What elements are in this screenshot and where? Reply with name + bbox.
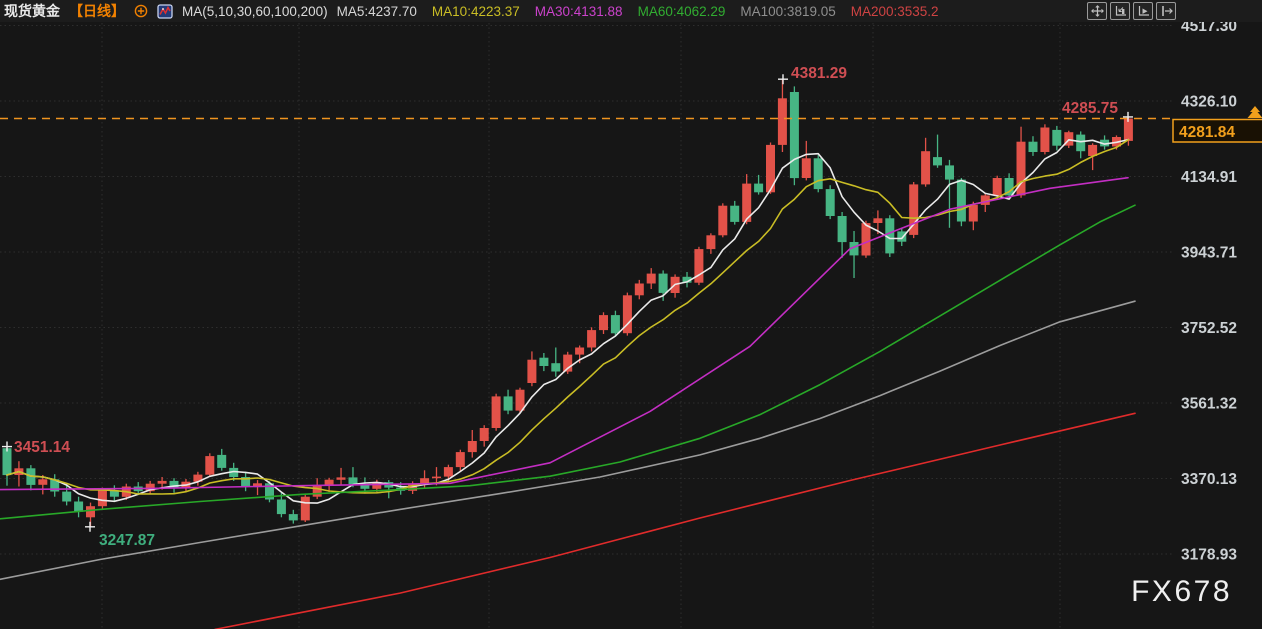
- ma-line-ma5: [6, 138, 1130, 504]
- last-price-value: 4281.84: [1179, 124, 1235, 141]
- ma-line-ma10: [6, 138, 1130, 495]
- annotation-label-0: 4381.29: [791, 65, 847, 82]
- y-axis-label-1: 4326.10: [1181, 94, 1237, 111]
- extreme-cross-marker: [778, 74, 788, 85]
- annotation-label-2: 3451.14: [14, 439, 70, 456]
- price-up-marker-icon: [1247, 106, 1262, 118]
- y-axis-label-5: 3561.32: [1181, 396, 1237, 413]
- ma-line-ma60: [0, 204, 1136, 520]
- ma-readout-list: MA5:4237.70 MA10:4223.37 MA30:4131.88 MA60:…: [337, 4, 939, 19]
- y-axis-label-3: 3943.71: [1181, 245, 1237, 262]
- candles-layer: [2, 79, 1133, 527]
- price-annotations: 4381.29 4285.75 3451.14 3247.87: [2, 65, 1133, 549]
- extreme-cross-marker: [2, 441, 12, 452]
- pan-crosshair-icon[interactable]: [1087, 2, 1107, 20]
- y-axis-label-0: 4517.30: [1181, 18, 1237, 35]
- y-axis-label-2: 4134.91: [1181, 169, 1237, 186]
- y-axis-label-4: 3752.52: [1181, 320, 1237, 337]
- scale-axis-left-icon[interactable]: [1110, 2, 1130, 20]
- chart-header: 现货黄金 【日线】 MA(5,10,30,60,100,200) MA5:423…: [0, 0, 1262, 22]
- annotation-label-3: 3247.87: [99, 532, 155, 549]
- symbol-title: 现货黄金: [4, 3, 60, 19]
- ma-readout-1: MA10:4223.37: [431, 3, 520, 19]
- ma-readout-2: MA30:4131.88: [534, 3, 623, 19]
- extreme-cross-marker: [1123, 111, 1133, 122]
- last-price-box: 4281.84: [1172, 106, 1262, 143]
- ma-readout-0: MA5:4237.70: [336, 3, 417, 19]
- chart-toolbar: [1087, 2, 1176, 20]
- ma-line-ma200: [214, 412, 1136, 629]
- ma-readout-4: MA100:3819.05: [740, 3, 836, 19]
- y-axis: 4517.30 4326.10 4134.91 3943.71 3752.52 3561.…: [1181, 18, 1237, 564]
- ma-readout-3: MA60:4062.29: [637, 3, 726, 19]
- annotation-label-1: 4285.75: [1062, 100, 1118, 117]
- extreme-cross-marker: [85, 521, 95, 532]
- scale-axis-play-icon[interactable]: [1133, 2, 1153, 20]
- y-axis-label-7: 3178.93: [1181, 547, 1237, 564]
- add-indicator-icon[interactable]: [134, 4, 148, 18]
- gridlines: [0, 23, 1174, 629]
- ma-line-ma30: [0, 176, 1129, 491]
- y-axis-label-6: 3370.13: [1181, 471, 1237, 488]
- period-label: 【日线】: [69, 3, 125, 19]
- exit-right-icon[interactable]: [1156, 2, 1176, 20]
- ma-readout-5: MA200:3535.2: [850, 3, 939, 19]
- ma-line-ma100: [0, 300, 1136, 581]
- ma-params-label: MA(5,10,30,60,100,200): [182, 3, 328, 19]
- watermark-text: FX678: [1131, 575, 1232, 608]
- ma-lines-layer: [0, 138, 1136, 629]
- chart-logo-icon: [157, 3, 173, 19]
